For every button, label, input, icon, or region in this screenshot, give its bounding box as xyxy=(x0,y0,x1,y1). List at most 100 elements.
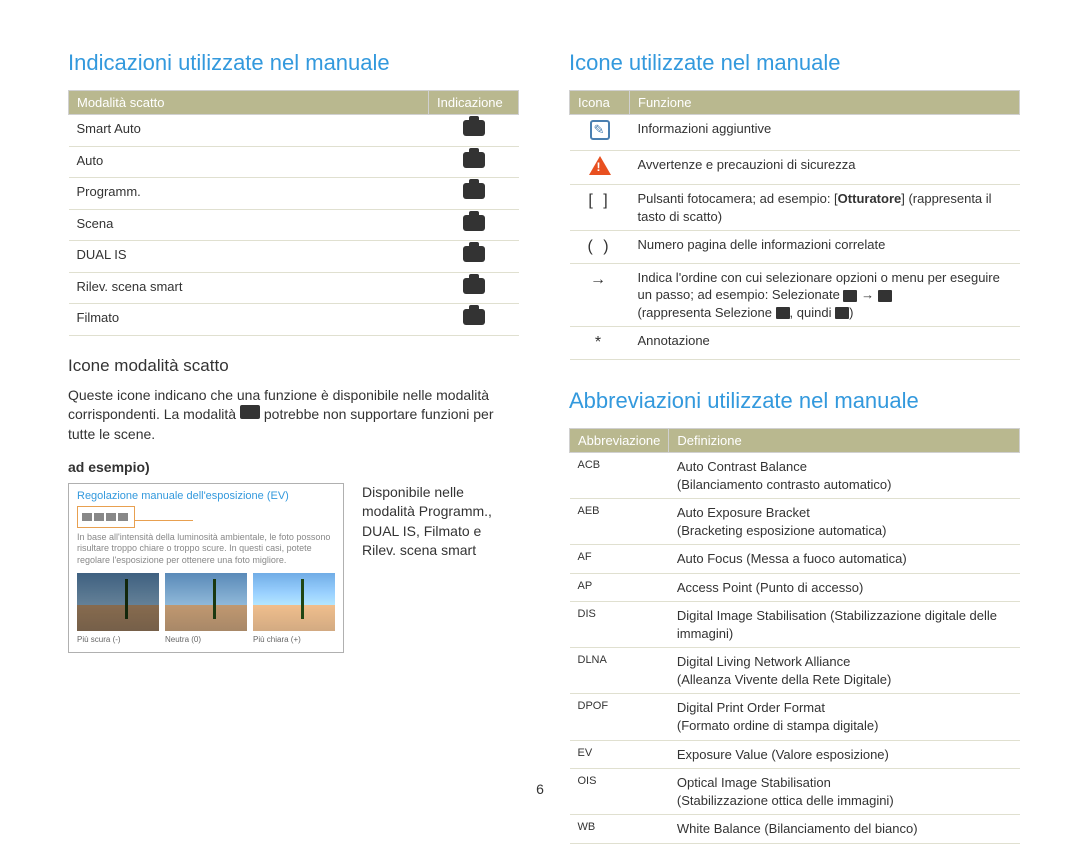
indication-cell xyxy=(429,304,519,336)
indication-cell xyxy=(429,209,519,241)
th-mode: Modalità scatto xyxy=(69,91,429,115)
warning-icon xyxy=(589,156,611,175)
info-icon xyxy=(590,120,610,140)
indication-cell xyxy=(429,272,519,304)
left-title: Indicazioni utilizzate nel manuale xyxy=(68,50,519,76)
table-row: DISDigital Image Stabilisation (Stabiliz… xyxy=(570,602,1020,648)
table-row: Filmato xyxy=(69,304,519,336)
table-row: ( ) Numero pagina delle informazioni corr… xyxy=(570,231,1020,264)
def-cell: Auto Focus (Messa a fuoco automatica) xyxy=(669,545,1020,574)
table-row: Auto xyxy=(69,146,519,178)
page-number: 6 xyxy=(536,781,544,797)
mode-cell: Programm. xyxy=(69,178,429,210)
icons-paragraph: Queste icone indicano che una funzione è… xyxy=(68,386,519,445)
scene-mode-icon xyxy=(240,405,260,419)
thumb-neutral xyxy=(165,573,247,631)
table-row: WBWhite Balance (Bilanciamento del bianc… xyxy=(570,815,1020,844)
table-row: →Indica l'ordine con cui selezionare opz… xyxy=(570,263,1020,327)
function-cell: Informazioni aggiuntive xyxy=(630,115,1020,151)
icon-cell: → xyxy=(570,263,630,327)
camera-mode-icon xyxy=(463,120,485,136)
table-row: Avvertenze e precauzioni di sicurezza xyxy=(570,150,1020,185)
table-row: DPOFDigital Print Order Format(Formato o… xyxy=(570,694,1020,740)
table-row: [ ] Pulsanti fotocamera; ad esempio: [Ott… xyxy=(570,185,1020,231)
left-column: Indicazioni utilizzate nel manuale Modal… xyxy=(68,50,519,844)
symbol-icon: [ ] xyxy=(588,192,610,209)
callout-line xyxy=(135,520,193,521)
icons-table: Icona Funzione Informazioni aggiuntiveAv… xyxy=(569,90,1020,360)
table-row: DUAL IS xyxy=(69,241,519,273)
abbr-cell: ACB xyxy=(570,453,669,499)
mode-cell: Smart Auto xyxy=(69,115,429,147)
icon-cell xyxy=(570,115,630,151)
example-label: ad esempio) xyxy=(68,459,519,475)
example-mode-icons xyxy=(77,506,135,528)
abbr-cell: WB xyxy=(570,815,669,844)
symbol-icon: ( ) xyxy=(587,238,611,255)
example-box: Regolazione manuale dell'esposizione (EV… xyxy=(68,483,344,653)
abbr-cell: AF xyxy=(570,545,669,574)
abbr-cell: EV xyxy=(570,740,669,769)
table-row: ACBAuto Contrast Balance(Bilanciamento c… xyxy=(570,453,1020,499)
table-row: OISOptical Image Stabilisation(Stabilizz… xyxy=(570,769,1020,815)
table-row: EVExposure Value (Valore esposizione) xyxy=(570,740,1020,769)
thumb-bright xyxy=(253,573,335,631)
th-def: Definizione xyxy=(669,429,1020,453)
def-cell: Auto Exposure Bracket(Bracketing esposiz… xyxy=(669,499,1020,545)
camera-mode-icon xyxy=(463,246,485,262)
icon-cell: ( ) xyxy=(570,231,630,264)
th-icon: Icona xyxy=(570,91,630,115)
icon-cell: [ ] xyxy=(570,185,630,231)
table-row: DLNADigital Living Network Alliance(Alle… xyxy=(570,648,1020,694)
function-cell: Annotazione xyxy=(630,327,1020,360)
mode-cell: Rilev. scena smart xyxy=(69,272,429,304)
abbr-cell: DLNA xyxy=(570,648,669,694)
icon-cell xyxy=(570,150,630,185)
def-cell: Exposure Value (Valore esposizione) xyxy=(669,740,1020,769)
table-row: APAccess Point (Punto di accesso) xyxy=(570,573,1020,602)
abbr-cell: OIS xyxy=(570,769,669,815)
abbr-cell: DIS xyxy=(570,602,669,648)
example-desc: In base all'intensità della luminosità a… xyxy=(77,532,335,567)
function-cell: Pulsanti fotocamera; ad esempio: [Ottura… xyxy=(630,185,1020,231)
shooting-mode-table: Modalità scatto Indicazione Smart AutoAu… xyxy=(68,90,519,336)
table-row: * Annotazione xyxy=(570,327,1020,360)
function-cell: Indica l'ordine con cui selezionare opzi… xyxy=(630,263,1020,327)
abbreviations-table: Abbreviazione Definizione ACBAuto Contra… xyxy=(569,428,1020,844)
abbr-cell: DPOF xyxy=(570,694,669,740)
mode-cell: Scena xyxy=(69,209,429,241)
mode-cell: Filmato xyxy=(69,304,429,336)
table-row: AEBAuto Exposure Bracket(Bracketing espo… xyxy=(570,499,1020,545)
right-title-1: Icone utilizzate nel manuale xyxy=(569,50,1020,76)
function-cell: Avvertenze e precauzioni di sicurezza xyxy=(630,150,1020,185)
symbol-icon: * xyxy=(595,334,604,351)
example-title: Regolazione manuale dell'esposizione (EV… xyxy=(77,490,335,502)
indication-cell xyxy=(429,115,519,147)
table-row: Scena xyxy=(69,209,519,241)
thumb-labels: Più scura (-) Neutra (0) Più chiara (+) xyxy=(77,635,335,644)
def-cell: Access Point (Punto di accesso) xyxy=(669,573,1020,602)
def-cell: Digital Living Network Alliance(Alleanza… xyxy=(669,648,1020,694)
def-cell: Digital Image Stabilisation (Stabilizzaz… xyxy=(669,602,1020,648)
indication-cell xyxy=(429,146,519,178)
camera-mode-icon xyxy=(463,309,485,325)
function-cell: Numero pagina delle informazioni correla… xyxy=(630,231,1020,264)
example-caption: Disponibile nelle modalità Programm., DU… xyxy=(362,483,519,561)
def-cell: Optical Image Stabilisation(Stabilizzazi… xyxy=(669,769,1020,815)
def-cell: White Balance (Bilanciamento del bianco) xyxy=(669,815,1020,844)
mode-cell: Auto xyxy=(69,146,429,178)
th-indication: Indicazione xyxy=(429,91,519,115)
def-cell: Digital Print Order Format(Formato ordin… xyxy=(669,694,1020,740)
thumb-dark xyxy=(77,573,159,631)
camera-mode-icon xyxy=(463,183,485,199)
abbr-cell: AP xyxy=(570,573,669,602)
abbr-cell: AEB xyxy=(570,499,669,545)
example-thumbs xyxy=(77,573,335,631)
indication-cell xyxy=(429,241,519,273)
indication-cell xyxy=(429,178,519,210)
right-column: Icone utilizzate nel manuale Icona Funzi… xyxy=(569,50,1020,844)
table-row: AFAuto Focus (Messa a fuoco automatica) xyxy=(570,545,1020,574)
right-title-2: Abbreviazioni utilizzate nel manuale xyxy=(569,388,1020,414)
camera-mode-icon xyxy=(463,152,485,168)
th-abbr: Abbreviazione xyxy=(570,429,669,453)
